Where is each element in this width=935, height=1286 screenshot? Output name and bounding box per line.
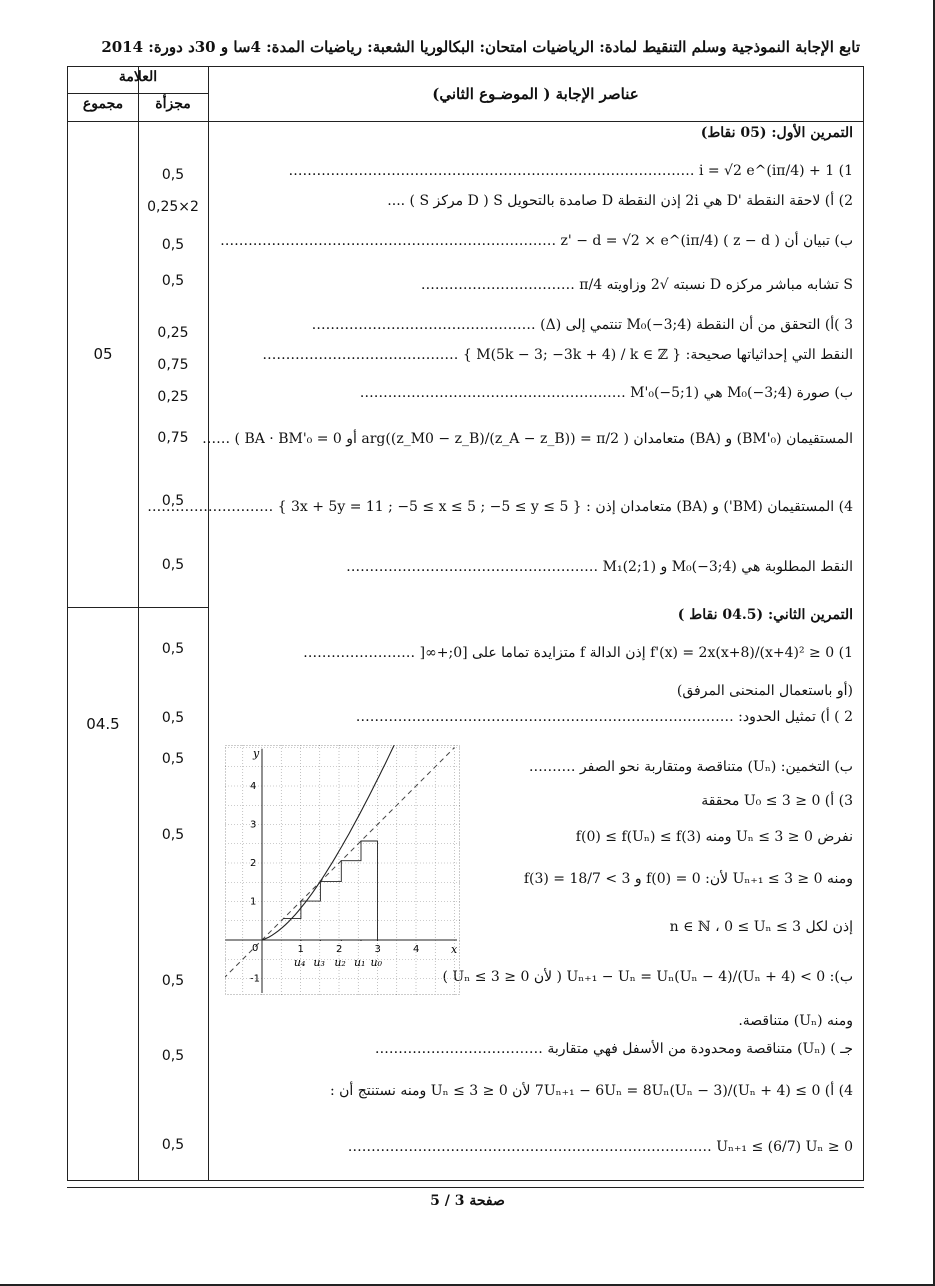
ex1-point: 0,5 — [161, 167, 185, 183]
term-label: u₀ — [371, 956, 383, 969]
term-label: u₂ — [334, 956, 346, 969]
header-divider — [68, 121, 863, 122]
ex1-point: 0,25 — [157, 389, 189, 405]
ex1-answer-line: S تشابه مباشر مركزه D نسبته √2 وزاويته π… — [420, 277, 853, 293]
ex1-point: 0,75 — [157, 357, 189, 373]
ex1-title: التمرين الأول: (05 نقاط) — [700, 125, 853, 141]
graph-border — [225, 745, 460, 995]
column-divider — [208, 67, 209, 1180]
ex2-answer-line: 3) أ) 0 ≤ U₀ ≤ 3 محققة — [701, 793, 853, 809]
ex1-point: 0,25 — [157, 325, 189, 341]
x-tick-label: 1 — [298, 944, 304, 955]
ex2-answer-line: إذن لكل n ∈ ℕ ، 0 ≤ Uₙ ≤ 3 — [669, 919, 853, 935]
ex2-total: 04.5 — [86, 715, 120, 733]
ex1-answer-line: النقط المطلوبة هي M₀(−3;4) و M₁(2;1) ………… — [346, 559, 853, 575]
ex1-answer-line: ب) صورة M₀(−3;4) هي M'₀(−5;1) …………………………… — [359, 385, 853, 401]
ex2-title: التمرين الثاني: (04.5 نقاط ) — [677, 607, 853, 623]
ex1-answer-line: ب) تبيان أن ( z − d ) z' − d = √2 × e^(i… — [220, 233, 853, 249]
graph-labels: 1 2 3 4 1 2 3 4 -1 0 x y u₄ u₃ u₂ u₁ u₀ — [250, 747, 458, 985]
partial-header: مجزأة — [155, 96, 191, 112]
mark-header: العلامة — [118, 69, 158, 85]
term-label: u₁ — [354, 956, 366, 969]
ex1-answer-line: 3 )أ) التحقق من أن النقطة M₀(−3;4) تنتمي… — [311, 317, 853, 333]
x-tick-label: 2 — [336, 944, 342, 955]
ex2-point: 0,5 — [161, 973, 185, 989]
ex2-answer-line: ب): Uₙ₊₁ − Uₙ = Uₙ(Uₙ − 4)/(Uₙ + 4) < 0 … — [442, 969, 853, 985]
page-number: صفحة 3 / 5 — [430, 1193, 505, 1209]
ex1-point: 0,5 — [161, 557, 185, 573]
ex1-point: 0,5 — [161, 273, 185, 289]
origin-label: 0 — [252, 943, 258, 954]
ex2-point: 0,5 — [161, 710, 185, 726]
x-axis-label: x — [451, 943, 458, 956]
y-axis-label: y — [252, 747, 260, 760]
ex1-answer-line: 4) المستقيمان (BM') و (BA) متعامدان إذن … — [147, 499, 853, 515]
ex2-answer-line: نفرض 0 ≤ Uₙ ≤ 3 ومنه f(0) ≤ f(Uₙ) ≤ f(3) — [575, 829, 853, 845]
cobweb-graph: 1 2 3 4 1 2 3 4 -1 0 x y u₄ u₃ u₂ u₁ u₀ — [225, 745, 460, 995]
ex2-answer-line: ومنه (Uₙ) متناقصة. — [738, 1013, 853, 1029]
exercise-divider — [68, 607, 208, 608]
ex2-point: 0,5 — [161, 641, 185, 657]
page-header: تابع الإجابة النموذجية وسلم التنقيط لماد… — [101, 38, 860, 56]
function-curve — [261, 745, 395, 941]
ex2-point: 0,5 — [161, 1137, 185, 1153]
ex1-point: 0,25×2 — [147, 199, 199, 215]
cobweb-steps — [283, 840, 378, 940]
ex1-total: 05 — [93, 345, 113, 363]
ex2-answer-line: جـ ) (Uₙ) متناقصة ومحدودة من الأسفل فهي … — [374, 1041, 853, 1057]
ex2-answer-line: ب) التخمين: (Uₙ) متناقصة ومتقاربة نحو ال… — [529, 759, 853, 775]
term-label: u₄ — [294, 956, 306, 969]
ex2-point: 0,5 — [161, 751, 185, 767]
y-tick-label: -1 — [250, 974, 260, 985]
ex1-point: 0,5 — [161, 493, 185, 509]
footer-rule — [67, 1187, 864, 1188]
header-divider — [68, 93, 208, 94]
ex2-answer-line: 2 ) أ) تمثيل الحدود: …………………………………………………… — [355, 709, 853, 725]
ex1-answer-line: 1) 1 + i = √2 e^(iπ/4) ……………………………………………… — [288, 163, 854, 179]
ex1-point: 0,75 — [157, 430, 189, 446]
ex2-answer-line: 0 ≤ Uₙ₊₁ ≤ (6/7) Uₙ ……………………………………………………… — [347, 1139, 853, 1155]
ex2-answer-line: 1) f'(x) = 2x(x+8)/(x+4)² ≥ 0 إذن الدالة… — [303, 645, 853, 661]
ex1-point: 0,5 — [161, 237, 185, 253]
x-tick-label: 4 — [413, 944, 419, 955]
ex2-answer-line: (أو باستعمال المنحنى المرفق) — [676, 683, 853, 699]
ex2-point: 0,5 — [161, 1048, 185, 1064]
ex1-answer-line: المستقيمان (BM'₀) و (BA) متعامدان ( arg(… — [202, 431, 853, 447]
total-header: مجموع — [82, 96, 124, 112]
answer-table: العلامة مجزأة مجموع عناصر الإجابة ( المو… — [67, 66, 864, 1181]
ex1-answer-line: 2) أ) لاحقة النقطة 'D هي 2i إذن النقطة D… — [387, 193, 853, 209]
ex2-point: 0,5 — [161, 827, 185, 843]
ex1-answer-line: النقط التي إحداثياتها صحيحة: { M(5k − 3;… — [262, 347, 853, 363]
x-tick-label: 3 — [375, 944, 381, 955]
y-tick-label: 4 — [250, 781, 256, 792]
y-tick-label: 2 — [250, 858, 256, 869]
ex2-answer-line: ومنه 0 ≤ Uₙ₊₁ ≤ 3 لأن: f(0) = 0 و f(3) =… — [523, 871, 853, 887]
table-title: عناصر الإجابة ( الموضـوع الثاني) — [432, 85, 639, 103]
y-tick-label: 1 — [250, 897, 256, 908]
column-divider — [138, 67, 139, 1180]
ex2-answer-line: 4) أ) 7Uₙ₊₁ − 6Uₙ = 8Uₙ(Uₙ − 3)/(Uₙ + 4)… — [329, 1083, 853, 1099]
term-label: u₃ — [313, 956, 325, 969]
y-tick-label: 3 — [250, 820, 256, 831]
graph-curves — [225, 745, 455, 978]
